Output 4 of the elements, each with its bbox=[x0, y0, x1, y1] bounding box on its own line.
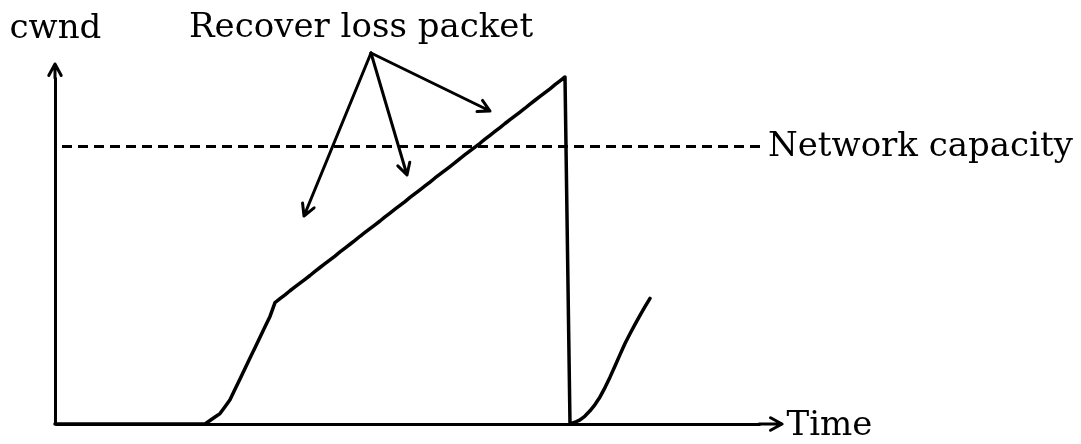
y-axis-title: cwnd bbox=[9, 5, 102, 46]
text: Recover loss packet bbox=[189, 5, 534, 45]
x-axis-title: Time bbox=[786, 402, 873, 443]
ref-line-label: Network capacity bbox=[768, 124, 1074, 165]
